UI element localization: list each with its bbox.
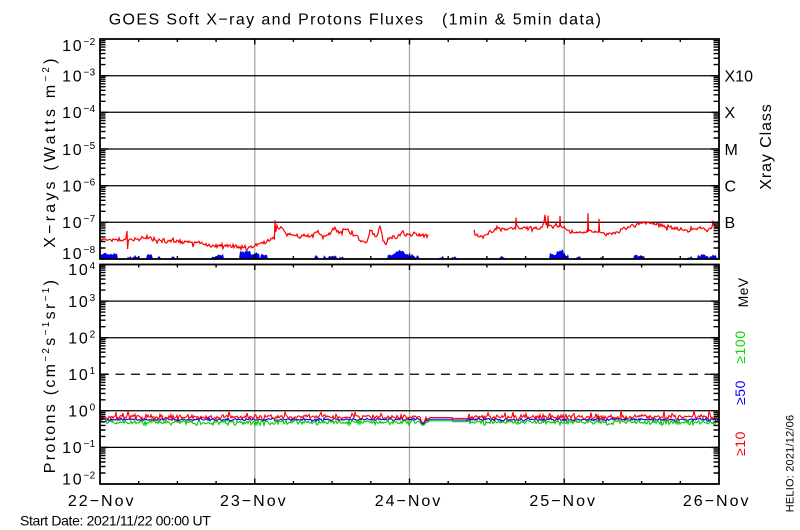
svg-text:HELIO: 2021/12/06: HELIO: 2021/12/06 [785,415,797,513]
svg-text:23−Nov: 23−Nov [220,493,288,510]
svg-text:X−rays (Watts m−2): X−rays (Watts m−2) [41,55,59,247]
svg-text:C: C [725,179,737,196]
svg-text:10−4: 10−4 [62,104,96,122]
svg-text:GOES Soft X−ray and Protons Fl: GOES Soft X−ray and Protons Fluxes (1min… [109,11,603,28]
svg-text:Protons (cm−2s−1sr−1): Protons (cm−2s−1sr−1) [41,278,59,473]
svg-text:X: X [725,105,736,122]
svg-text:MeV: MeV [735,277,751,307]
svg-text:M: M [725,142,738,159]
svg-text:100: 100 [68,403,95,421]
svg-text:10−3: 10−3 [62,68,96,86]
svg-text:25−Nov: 25−Nov [529,493,597,510]
svg-text:10−5: 10−5 [62,141,96,159]
svg-text:10−6: 10−6 [62,178,96,196]
svg-text:10−2: 10−2 [62,471,96,489]
svg-text:Start Date: 2021/11/22 00:00 U: Start Date: 2021/11/22 00:00 UT [20,513,211,529]
svg-text:22−Nov: 22−Nov [68,493,136,510]
svg-text:26−Nov: 26−Nov [683,493,751,510]
svg-text:≥50: ≥50 [732,380,748,405]
svg-text:101: 101 [68,366,95,384]
svg-text:10−1: 10−1 [62,439,96,457]
svg-text:102: 102 [68,330,95,348]
svg-text:103: 103 [68,293,95,311]
svg-text:≥10: ≥10 [732,431,748,456]
svg-text:10−2: 10−2 [62,37,96,55]
svg-text:Xray Class: Xray Class [758,103,775,189]
svg-text:10−7: 10−7 [62,214,96,232]
svg-text:104: 104 [68,261,95,279]
svg-text:≥100: ≥100 [732,330,748,363]
svg-text:24−Nov: 24−Nov [375,493,443,510]
svg-text:X10: X10 [725,69,754,86]
svg-text:B: B [725,215,736,232]
